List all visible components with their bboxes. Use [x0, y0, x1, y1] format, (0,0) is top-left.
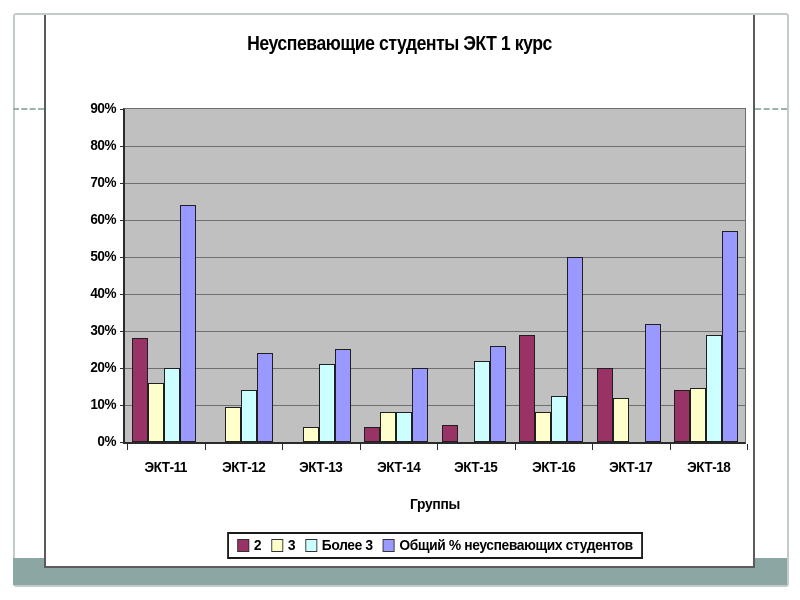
- bar-2: [519, 335, 536, 442]
- x-category-label: ЭКТ-17: [609, 459, 653, 476]
- x-tick: [592, 444, 593, 450]
- legend-label: 2: [253, 537, 262, 554]
- legend-label: 3: [287, 537, 296, 554]
- x-category-label: ЭКТ-14: [376, 459, 421, 476]
- gridline: [125, 294, 745, 295]
- bar-Общий % неуспевающих студентов: [567, 257, 584, 442]
- bar-Общий % неуспевающих студентов: [722, 231, 739, 442]
- x-tick: [127, 444, 128, 450]
- x-category-label: ЭКТ-11: [144, 459, 188, 476]
- legend-item: 3: [271, 537, 295, 554]
- gridline: [125, 220, 745, 221]
- bar-Более 3: [706, 335, 723, 442]
- legend-swatch: [237, 539, 250, 552]
- y-tick-label: 20%: [90, 359, 116, 376]
- chart-container: Неуспевающие студенты ЭКТ 1 курс Группы …: [44, 15, 755, 568]
- bar-Более 3: [241, 390, 258, 442]
- bar-3: [690, 388, 707, 442]
- y-tick-label: 70%: [90, 174, 116, 191]
- x-category-label: ЭКТ-16: [531, 459, 576, 476]
- x-tick: [359, 444, 361, 450]
- bar-2: [441, 425, 458, 442]
- y-tick: [120, 405, 125, 406]
- bar-3: [302, 427, 319, 442]
- y-tick: [120, 331, 125, 332]
- plot-area: [123, 108, 746, 444]
- y-tick-label: 80%: [90, 137, 116, 154]
- y-tick: [120, 220, 125, 221]
- bar-3: [535, 412, 552, 442]
- y-tick: [120, 442, 125, 443]
- bar-Более 3: [396, 412, 413, 442]
- legend-swatch: [305, 539, 318, 552]
- y-tick: [120, 109, 125, 110]
- dashed-guide-right: [755, 108, 787, 110]
- legend-swatch: [382, 539, 395, 552]
- slide-frame: [13, 13, 789, 587]
- x-category-label: ЭКТ-13: [299, 459, 343, 476]
- y-tick-label: 30%: [90, 322, 116, 339]
- dashed-guide-left: [13, 108, 44, 110]
- bar-Общий % неуспевающих студентов: [334, 349, 351, 442]
- legend-item: Более 3: [305, 537, 373, 554]
- x-tick: [747, 444, 748, 450]
- bar-3: [380, 412, 397, 442]
- bar-Общий % неуспевающих студентов: [257, 353, 274, 442]
- y-tick-label: 0%: [97, 433, 116, 450]
- gridline: [125, 368, 745, 369]
- bar-3: [612, 398, 629, 442]
- y-tick: [120, 368, 125, 369]
- bar-Более 3: [318, 364, 335, 442]
- y-tick-label: 40%: [90, 285, 116, 302]
- legend-label: Общий % неуспевающих студентов: [399, 537, 633, 554]
- y-tick-label: 10%: [90, 396, 116, 413]
- bar-2: [674, 390, 691, 442]
- x-category-label: ЭКТ-12: [221, 459, 266, 476]
- gridline: [125, 405, 745, 406]
- legend: 2 3 Более 3 Общий % неуспевающих студентов: [227, 532, 643, 559]
- bar-3: [147, 383, 164, 442]
- y-tick: [120, 257, 125, 258]
- bar-3: [225, 407, 242, 442]
- y-tick: [120, 146, 125, 147]
- gridline: [125, 331, 745, 332]
- legend-item: Общий % неуспевающих студентов: [382, 537, 633, 554]
- bar-Общий % неуспевающих студентов: [489, 346, 506, 442]
- bar-Общий % неуспевающих студентов: [179, 205, 196, 442]
- gridline: [125, 183, 745, 184]
- legend-item: 2: [237, 537, 262, 554]
- bar-Более 3: [473, 361, 490, 442]
- gridline: [125, 146, 745, 147]
- bar-2: [596, 368, 613, 442]
- x-tick: [204, 444, 206, 450]
- legend-label: Более 3: [321, 537, 373, 554]
- gridline: [125, 257, 745, 258]
- x-tick: [282, 444, 283, 450]
- y-tick-label: 60%: [90, 211, 116, 228]
- legend-swatch: [271, 539, 284, 552]
- x-tick: [437, 444, 438, 450]
- y-tick: [120, 183, 125, 184]
- y-tick-label: 90%: [90, 100, 116, 117]
- chart-title: Неуспевающие студенты ЭКТ 1 курс: [247, 33, 552, 55]
- bar-Общий % неуспевающих студентов: [644, 324, 661, 442]
- x-axis-title: Группы: [409, 496, 461, 513]
- y-tick-label: 50%: [90, 248, 116, 265]
- x-category-label: ЭКТ-18: [686, 459, 731, 476]
- bar-Общий % неуспевающих студентов: [412, 368, 429, 442]
- y-tick: [120, 294, 125, 295]
- bar-Более 3: [551, 396, 568, 442]
- bar-2: [364, 427, 381, 442]
- bar-Более 3: [163, 368, 180, 442]
- x-tick: [669, 444, 671, 450]
- x-category-label: ЭКТ-15: [454, 459, 498, 476]
- x-tick: [514, 444, 516, 450]
- bar-2: [131, 338, 148, 442]
